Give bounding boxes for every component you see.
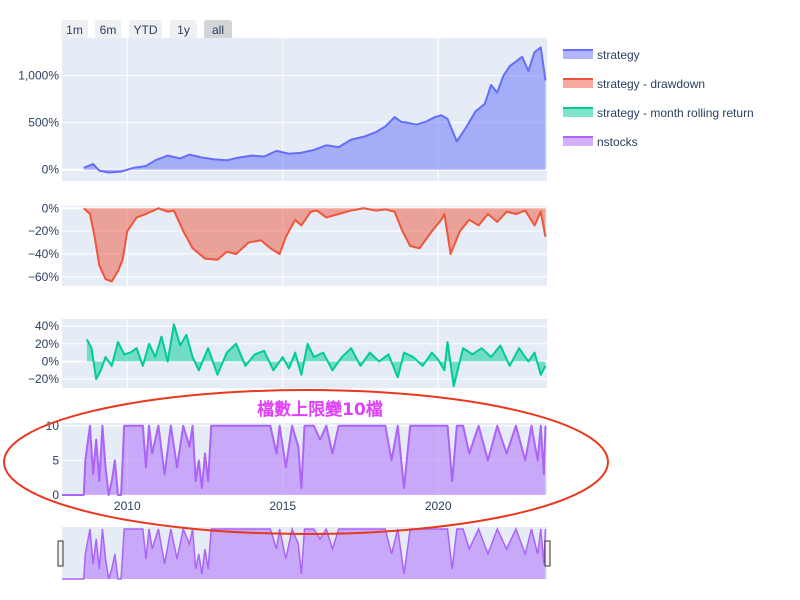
- legend-entry: strategy: [597, 48, 640, 62]
- y-tick-label: 500%: [28, 116, 59, 130]
- legend-swatch: [563, 79, 593, 88]
- y-tick-label: 1,000%: [18, 69, 59, 83]
- series-area: [83, 208, 546, 282]
- y-tick-label: −20%: [28, 224, 59, 238]
- range-slider-line: [62, 526, 547, 580]
- y-tick-label: −20%: [28, 372, 59, 386]
- annotation-ellipse: [3, 389, 609, 535]
- series-line: [83, 46, 547, 174]
- range-button-6m[interactable]: 6m: [95, 20, 121, 40]
- range-button-all[interactable]: all: [204, 20, 232, 40]
- y-tick-label: −60%: [28, 270, 59, 284]
- x-tick-label: 2010: [114, 499, 141, 513]
- y-tick-label: 20%: [35, 337, 59, 351]
- legend-entry: strategy - drawdown: [597, 77, 705, 91]
- x-tick-label: 2015: [269, 499, 296, 513]
- series-area: [86, 324, 546, 387]
- series-line: [85, 323, 547, 388]
- range-button-1m[interactable]: 1m: [61, 20, 88, 40]
- series-area: [83, 47, 546, 173]
- y-tick-label: 0%: [42, 354, 60, 368]
- range-slider-area: [62, 529, 546, 579]
- y-tick-label: 5: [52, 453, 59, 467]
- y-tick-label: 0: [52, 488, 59, 502]
- legend-entry: strategy - month rolling return: [597, 106, 754, 120]
- series-line: [62, 424, 547, 496]
- legend-swatch: [563, 50, 593, 59]
- legend-entry: nstocks: [597, 135, 638, 149]
- range-button-ytd[interactable]: YTD: [129, 20, 162, 40]
- annotation-text: 檔數上限變10檔: [257, 399, 383, 420]
- legend-swatch: [563, 137, 593, 146]
- range-slider-handle-right[interactable]: [544, 540, 551, 567]
- y-tick-label: 0%: [42, 163, 60, 177]
- range-button-1y[interactable]: 1y: [170, 20, 197, 40]
- legend-swatch: [563, 108, 593, 117]
- range-slider-handle-left[interactable]: [57, 540, 64, 567]
- y-tick-label: 40%: [35, 319, 59, 333]
- series-line: [83, 207, 547, 283]
- x-tick-label: 2020: [425, 499, 452, 513]
- y-tick-label: −40%: [28, 247, 59, 261]
- y-tick-label: 0%: [42, 201, 60, 215]
